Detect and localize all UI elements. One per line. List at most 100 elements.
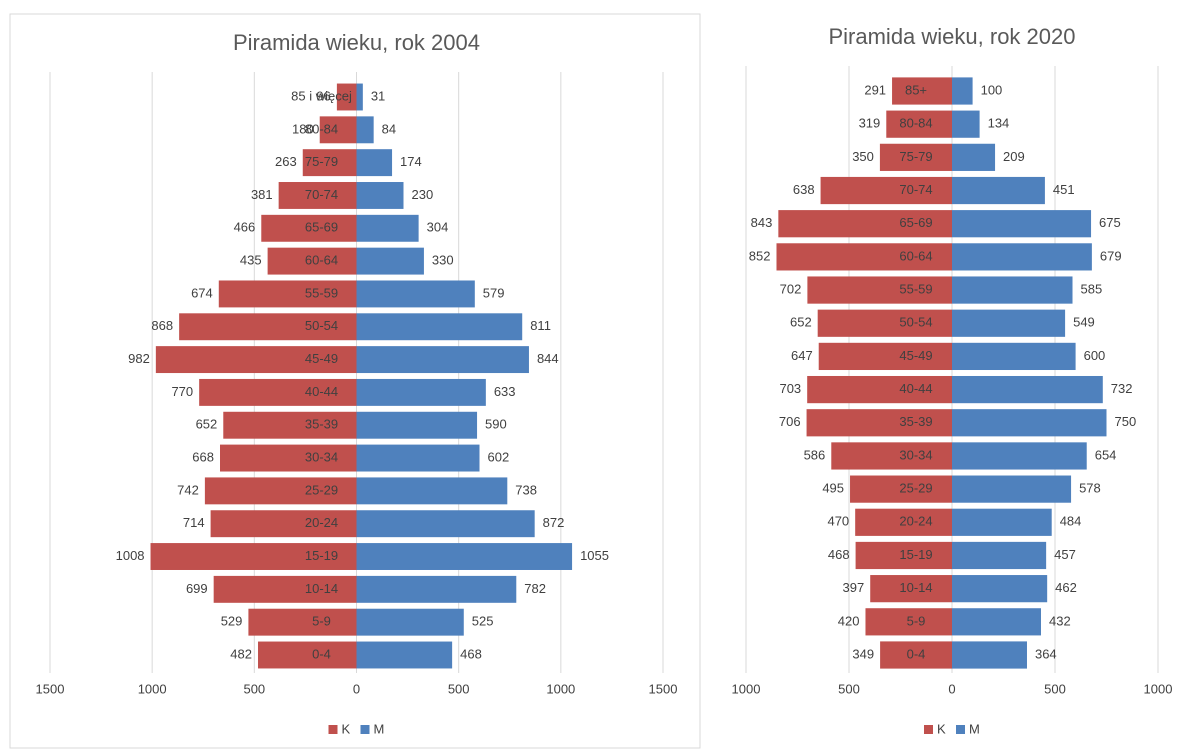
bar [210,510,357,538]
data-label: 350 [852,149,874,164]
bar [807,375,952,404]
bar [356,280,475,308]
bar [356,346,529,374]
category-label: 40-44 [305,384,338,399]
data-label: 602 [488,449,510,464]
category-label: 70-74 [305,187,338,202]
bar [870,575,952,603]
x-tick-label: 500 [1044,681,1066,696]
data-label: 209 [1003,149,1025,164]
data-label: 96 [316,88,330,103]
data-label: 633 [494,384,516,399]
data-label: 668 [192,449,214,464]
bar [356,575,517,603]
data-label: 679 [1100,248,1122,263]
bar [892,77,952,105]
bar [248,608,357,636]
bar [952,143,996,171]
bar [952,110,980,138]
bar [356,313,523,341]
bar [356,116,374,144]
category-label: 50-54 [899,315,932,330]
data-label: 319 [859,116,881,131]
chart-title: Piramida wieku, rok 2004 [233,30,480,55]
category-label: 75-79 [899,149,932,164]
data-label: 1008 [116,548,145,563]
category-label: 0-4 [907,646,926,661]
data-label: 381 [251,187,273,202]
category-label: 10-14 [899,580,932,595]
data-label: 982 [128,351,150,366]
bar [336,83,357,111]
bar [778,210,952,238]
x-tick-label: 500 [448,681,470,696]
data-label: 654 [1095,447,1117,462]
data-label: 468 [828,547,850,562]
bar [952,276,1073,304]
data-label: 432 [1049,613,1071,628]
bar [850,475,952,503]
x-tick-label: 1500 [36,681,65,696]
legend-label: K [937,721,946,736]
category-label: 65-69 [305,220,338,235]
data-label: 484 [1060,514,1082,529]
data-label: 782 [524,581,546,596]
data-label: 600 [1084,348,1106,363]
category-label: 80-84 [305,121,338,136]
category-label: 15-19 [305,548,338,563]
bar [356,247,424,275]
category-label: 45-49 [305,351,338,366]
data-label: 549 [1073,315,1095,330]
data-label: 435 [240,253,262,268]
category-label: 45-49 [899,348,932,363]
category-label: 55-59 [899,281,932,296]
data-label: 652 [196,417,218,432]
bar [302,149,357,177]
x-tick-label: 1000 [1144,681,1173,696]
bar [218,280,357,308]
category-label: 85 i więcej [291,88,352,103]
bar [879,143,952,171]
data-label: 174 [400,154,422,169]
data-label: 675 [1099,215,1121,230]
data-label: 330 [432,253,454,268]
legend-swatch [924,725,933,734]
category-label: 40-44 [899,381,932,396]
category-label: 0-4 [312,646,331,661]
bar [213,575,357,603]
data-label: 852 [749,248,771,263]
category-label: 85+ [905,82,927,97]
x-tick-label: 500 [838,681,860,696]
bar [952,508,1052,536]
category-label: 30-34 [899,447,932,462]
data-label: 451 [1053,182,1075,197]
data-label: 811 [530,318,551,333]
bar [952,77,973,105]
data-label: 468 [460,646,482,661]
bar [952,210,1092,238]
x-tick-label: 1000 [138,681,167,696]
bar [356,378,486,406]
data-label: 585 [1081,281,1103,296]
data-label: 349 [852,646,874,661]
bar [886,110,952,138]
data-label: 586 [804,447,826,462]
data-label: 674 [191,285,213,300]
data-label: 579 [483,285,505,300]
bar [952,309,1066,337]
data-label: 263 [275,154,297,169]
bar [267,247,357,275]
category-label: 35-39 [899,414,932,429]
bar [952,475,1072,503]
bar [952,442,1087,470]
data-label: 466 [234,220,256,235]
legend-swatch [328,725,338,734]
bar [952,641,1027,669]
x-tick-label: 1500 [649,681,678,696]
category-label: 5-9 [907,613,926,628]
data-label: 714 [183,515,205,530]
bar [356,543,573,570]
data-label: 742 [177,482,199,497]
category-label: 65-69 [899,215,932,230]
